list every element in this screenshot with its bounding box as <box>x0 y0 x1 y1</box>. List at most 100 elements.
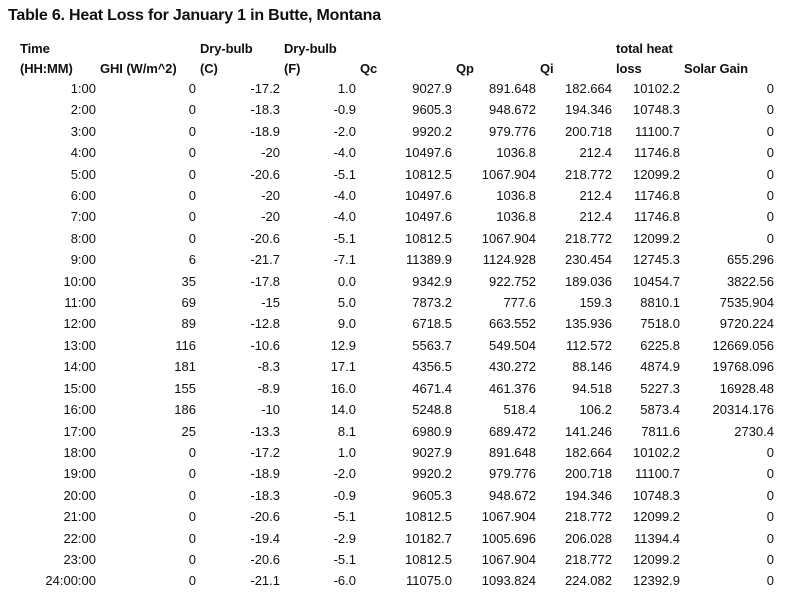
table-cell: 8810.1 <box>640 295 680 311</box>
table-header: Time Dry-bulb Dry-bulb total heat (HH:MM) GHI… <box>16 38 774 78</box>
table-cell: 948.672 <box>489 102 536 118</box>
table-cell: 116 <box>175 337 196 353</box>
table-cell: 12392.9 <box>633 573 680 589</box>
table-cell: -18.3 <box>250 487 280 503</box>
table-cell: 891.648 <box>489 444 536 460</box>
table-cell: -6.0 <box>333 573 356 589</box>
table-cell: 0 <box>766 145 774 161</box>
table-cell: 212.4 <box>579 209 612 225</box>
table-cell: 7811.6 <box>641 423 680 439</box>
table-cell: 10:00 <box>63 273 96 289</box>
header-cell <box>536 38 612 58</box>
table-cell: -8.3 <box>257 359 280 375</box>
table-cell: 8.1 <box>337 423 356 439</box>
table-cell: 9.0 <box>337 316 356 332</box>
table-cell: 4356.5 <box>412 359 452 375</box>
table-cell: 1124.928 <box>482 252 536 268</box>
table-cell: -5.1 <box>333 551 356 567</box>
table-cell: 24:00:00 <box>45 573 96 589</box>
table-cell: 19768.096 <box>712 359 774 375</box>
table-cell: -4.0 <box>333 188 356 204</box>
table-cell: 5248.8 <box>412 402 452 418</box>
table-cell: 12:00 <box>63 316 96 332</box>
table-cell: 1067.904 <box>481 166 536 182</box>
table-cell: -17.2 <box>250 81 280 96</box>
header-cell: GHI (W/m^2) <box>100 60 177 76</box>
table-cell: -18.3 <box>250 102 280 118</box>
header-cell <box>680 38 774 58</box>
table-cell: 1067.904 <box>481 230 536 246</box>
table-cell: -10 <box>261 402 280 418</box>
table-cell: 948.672 <box>489 487 536 503</box>
table-cell: 6718.5 <box>412 316 452 332</box>
table-cell: 194.346 <box>565 102 612 118</box>
table-cell: 1067.904 <box>481 551 536 567</box>
table-cell: 12099.2 <box>633 509 680 525</box>
table-cell: 10102.2 <box>633 81 680 96</box>
table-cell: 106.2 <box>579 402 612 418</box>
table-cell: 8:00 <box>70 230 96 246</box>
table-cell: -5.1 <box>333 230 356 246</box>
table-cell: 10497.6 <box>405 209 452 225</box>
table-cell: 0 <box>766 487 774 503</box>
header-cell <box>356 38 452 58</box>
table-cell: 1067.904 <box>481 509 536 525</box>
table-cell: 11389.9 <box>405 252 452 268</box>
document-page: Table 6. Heat Loss for January 1 in Butt… <box>0 6 800 600</box>
table-cell: 0 <box>766 209 774 225</box>
table-cell: 9605.3 <box>412 102 452 118</box>
table-cell: 10497.6 <box>405 145 452 161</box>
table-cell: 16928.48 <box>719 380 774 396</box>
table-cell: 212.4 <box>579 145 612 161</box>
table-cell: 12099.2 <box>633 230 680 246</box>
table-cell: -10.6 <box>250 337 280 353</box>
header-row: Time Dry-bulb Dry-bulb total heat <box>16 38 774 58</box>
table-cell: 22:00 <box>63 530 96 546</box>
table-row: 4:00 0 -20 -4.0 10497.6 1036.8 212.4 11746.8 0 <box>16 142 774 163</box>
table-cell: 7:00 <box>70 209 96 225</box>
table-cell: 0 <box>766 81 774 96</box>
table-cell: 0 <box>188 466 196 482</box>
table-cell: 0 <box>188 230 196 246</box>
header-cell: Qc <box>360 60 378 76</box>
table-cell: 891.648 <box>489 81 536 96</box>
table-cell: -2.0 <box>333 123 356 139</box>
table-cell: 19:00 <box>63 466 96 482</box>
table-cell: 6 <box>188 252 196 268</box>
table-cell: 11100.7 <box>634 466 680 482</box>
table-cell: 10102.2 <box>633 444 680 460</box>
table-cell: 1036.8 <box>496 145 536 161</box>
table-cell: 206.028 <box>565 530 612 546</box>
table-cell: -12.8 <box>250 316 280 332</box>
table-row: 17:00 25 -13.3 8.1 6980.9 689.472 141.246 7811.… <box>16 421 774 442</box>
table-cell: 9027.9 <box>412 444 452 460</box>
table-row: 8:00 0 -20.6 -5.1 10812.5 1067.904 218.772 1209… <box>16 228 774 249</box>
table-cell: -20.6 <box>250 551 280 567</box>
table-cell: 655.296 <box>727 252 774 268</box>
table-cell: 11100.7 <box>634 123 680 139</box>
table-cell: -20 <box>261 145 280 161</box>
table-cell: 20:00 <box>63 487 96 503</box>
table-cell: 15:00 <box>63 380 96 396</box>
table-cell: 0 <box>188 444 196 460</box>
table-cell: -20 <box>261 209 280 225</box>
table-cell: -5.1 <box>333 509 356 525</box>
table-cell: 12099.2 <box>633 166 680 182</box>
table-cell: -13.3 <box>250 423 280 439</box>
table-cell: 0 <box>188 209 196 225</box>
table-cell: 0 <box>766 102 774 118</box>
table-cell: 0 <box>188 509 196 525</box>
table-cell: 9:00 <box>70 252 96 268</box>
table-cell: 11746.8 <box>633 145 680 161</box>
table-cell: 0 <box>766 530 774 546</box>
table-cell: 25 <box>181 423 196 439</box>
table-row: 14:00 181 -8.3 17.1 4356.5 430.272 88.146 4874.… <box>16 356 774 377</box>
header-cell: Qp <box>456 60 474 76</box>
table-row: 6:00 0 -20 -4.0 10497.6 1036.8 212.4 11746.8 0 <box>16 185 774 206</box>
header-row: (HH:MM) GHI (W/m^2) (C) (F) Qc Qp Qi loss Solar … <box>16 58 774 78</box>
table-cell: 9920.2 <box>412 466 452 482</box>
table-cell: 1:00 <box>70 81 96 96</box>
table-cell: 16:00 <box>63 402 96 418</box>
table-cell: 0 <box>766 166 774 182</box>
table-cell: 0 <box>188 551 196 567</box>
